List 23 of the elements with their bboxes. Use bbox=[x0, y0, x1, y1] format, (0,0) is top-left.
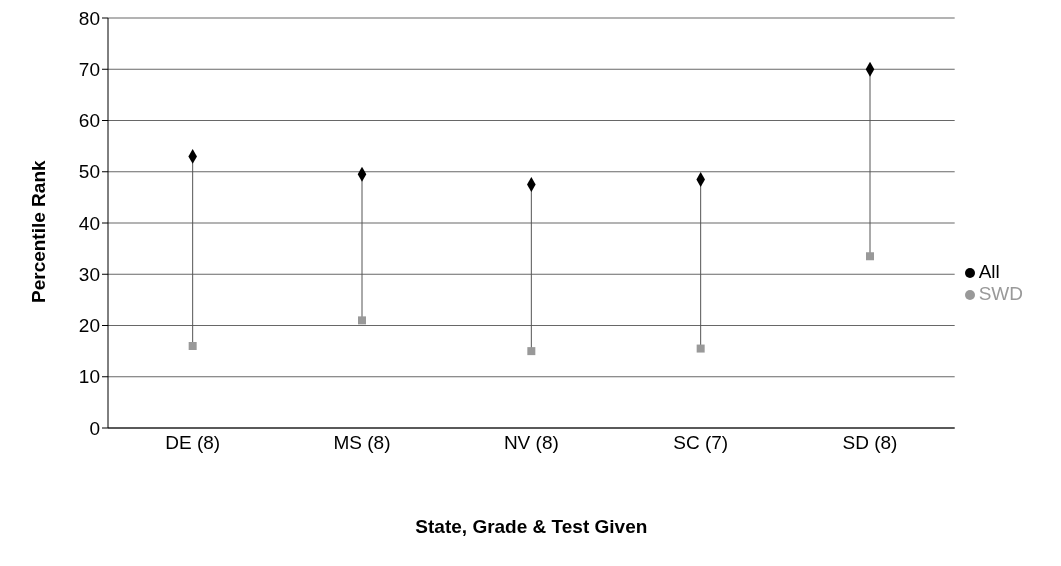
y-tick-label: 40 bbox=[78, 212, 100, 234]
y-tick-label: 0 bbox=[89, 417, 100, 439]
x-axis-title: State, Grade & Test Given bbox=[415, 516, 648, 537]
x-tick-label: DE (8) bbox=[165, 432, 221, 454]
y-tick-label: 60 bbox=[78, 110, 100, 132]
x-tick-label: NV (8) bbox=[503, 432, 559, 454]
x-tick-label: MS (8) bbox=[333, 432, 391, 454]
y-tick-label: 70 bbox=[78, 59, 100, 80]
y-tick-label: 20 bbox=[78, 315, 100, 337]
point bbox=[358, 316, 366, 325]
y-tick-label: 80 bbox=[78, 7, 100, 29]
legend-label: All bbox=[978, 261, 1000, 282]
y-tick-label: 50 bbox=[78, 161, 100, 183]
y-axis-title: Percentile Rank bbox=[27, 160, 49, 303]
legend-label: SWD bbox=[978, 283, 1023, 304]
point bbox=[696, 344, 705, 353]
point bbox=[188, 342, 197, 350]
point bbox=[866, 252, 874, 261]
y-tick-label: 30 bbox=[78, 263, 100, 285]
point bbox=[527, 347, 536, 356]
x-tick-label: SD (8) bbox=[842, 432, 898, 454]
x-tick-label: SC (7) bbox=[673, 432, 729, 454]
y-tick-label: 10 bbox=[78, 366, 100, 388]
